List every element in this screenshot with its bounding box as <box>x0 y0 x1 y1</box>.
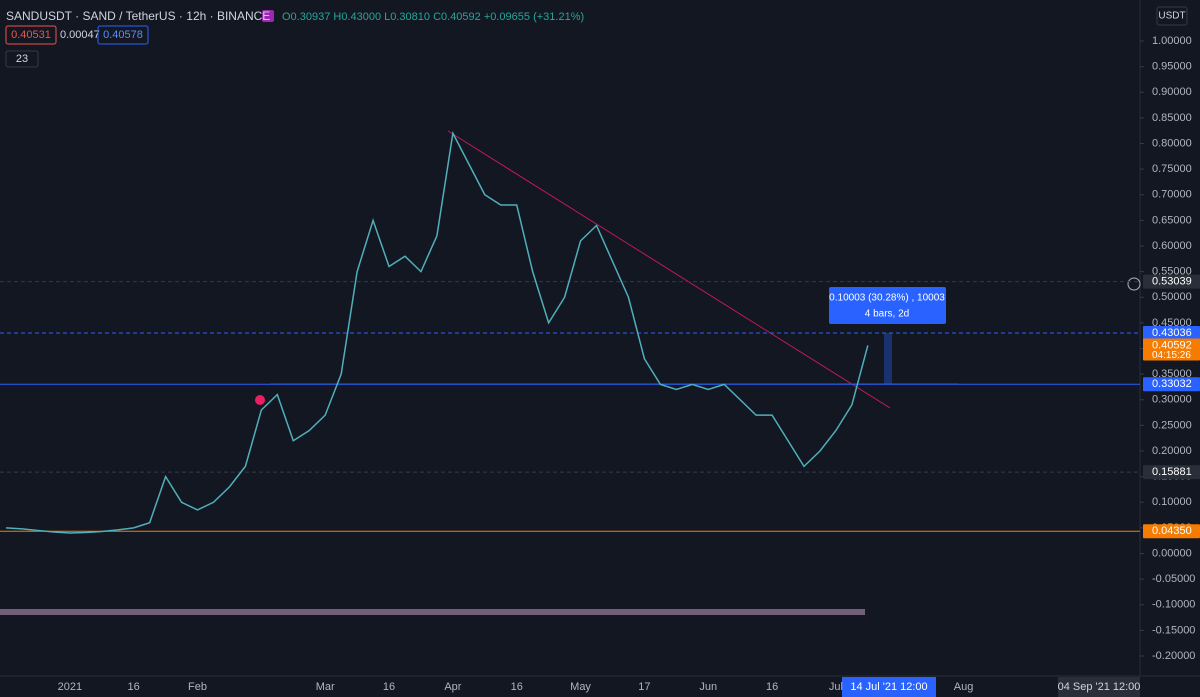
cursor-date: 14 Jul '21 12:00 <box>850 681 927 693</box>
end-date-box <box>1058 677 1140 697</box>
x-tick-label: Apr <box>444 681 461 693</box>
measure-tooltip <box>829 287 946 324</box>
y-tick-label: 0.60000 <box>1152 240 1192 252</box>
y-tick-label: 0.75000 <box>1152 163 1192 175</box>
measure-text: 0.10003 (30.28%) , 10003 <box>829 293 945 304</box>
currency: USDT <box>1158 11 1185 22</box>
end-date: 04 Sep '21 12:00 <box>1058 681 1141 693</box>
bid-box <box>5 25 57 45</box>
indicator-toggle[interactable] <box>5 50 39 68</box>
price-label: 0.04350 <box>1152 525 1192 537</box>
price-label: 0.53039 <box>1152 276 1192 288</box>
price-label-box <box>1143 377 1200 392</box>
crosshair-plus[interactable] <box>1127 277 1141 291</box>
y-tick-label: 0.90000 <box>1152 86 1192 98</box>
countdown: 04:15:26 <box>1152 350 1191 361</box>
price-line-series <box>5 130 869 534</box>
ask: 0.40578 <box>103 29 143 41</box>
marker <box>255 395 265 405</box>
y-tick-label: 0.10000 <box>1152 496 1192 508</box>
y-tick-label: 0.55000 <box>1152 266 1192 278</box>
measure-text: 4 bars, 2d <box>865 309 909 320</box>
y-tick-label: 0.20000 <box>1152 445 1192 457</box>
indicator-count[interactable]: 23 <box>16 53 28 65</box>
y-tick-label: 0.25000 <box>1152 419 1192 431</box>
x-tick-label: 16 <box>766 681 778 693</box>
icon <box>262 10 274 22</box>
price-label-box <box>1143 524 1200 539</box>
currency-box <box>1156 6 1188 26</box>
x-tick-label: Jul <box>829 681 843 693</box>
x-tick-label: 17 <box>638 681 650 693</box>
y-tick-label: 0.70000 <box>1152 189 1192 201</box>
measure-range <box>884 333 892 384</box>
y-tick-label: 0.45000 <box>1152 317 1192 329</box>
x-tick-label: May <box>570 681 591 693</box>
price-label-box <box>1143 274 1200 289</box>
price-label-box <box>1143 325 1200 340</box>
y-tick-label: 0.95000 <box>1152 61 1192 73</box>
x-tick-label: Jun <box>699 681 717 693</box>
ohlc: O0.30937 H0.43000 L0.30810 C0.40592 +0.0… <box>282 11 584 23</box>
y-tick-label: -0.05000 <box>1152 573 1195 585</box>
x-tick-label: 16 <box>383 681 395 693</box>
y-tick-label: 0.85000 <box>1152 112 1192 124</box>
ask-box <box>97 25 149 45</box>
spread: 0.00047 <box>60 29 100 41</box>
indicator-band <box>0 609 865 615</box>
y-tick-label: 0.65000 <box>1152 214 1192 226</box>
price-label-box <box>1143 465 1200 480</box>
price-label: 0.33032 <box>1152 378 1192 390</box>
x-tick-label: Aug <box>954 681 974 693</box>
price-label: 0.40592 <box>1152 339 1192 351</box>
x-tick-label: Mar <box>316 681 335 693</box>
y-tick-label: 0.50000 <box>1152 291 1192 303</box>
x-tick-label: 16 <box>511 681 523 693</box>
y-tick-label: 0.30000 <box>1152 394 1192 406</box>
y-tick-label: -0.15000 <box>1152 624 1195 636</box>
y-tick-label: -0.10000 <box>1152 599 1195 611</box>
symbol: SANDUSDT · SAND / TetherUS · 12h · BINAN… <box>6 9 270 23</box>
price-label-box <box>1143 338 1200 361</box>
price-label: 0.43036 <box>1152 327 1192 339</box>
cursor-date-box <box>842 677 936 697</box>
x-tick-label: Feb <box>188 681 207 693</box>
y-tick-label: 1.00000 <box>1152 35 1192 47</box>
trend-line <box>447 130 891 409</box>
price-label: 0.15881 <box>1152 466 1192 478</box>
x-tick-label: 2021 <box>58 681 82 693</box>
y-tick-label: -0.20000 <box>1152 650 1195 662</box>
bid: 0.40531 <box>11 29 51 41</box>
x-tick-label: 16 <box>128 681 140 693</box>
y-tick-label: 0.80000 <box>1152 137 1192 149</box>
y-tick-label: 0.00000 <box>1152 547 1192 559</box>
y-tick-label: 0.35000 <box>1152 368 1192 380</box>
